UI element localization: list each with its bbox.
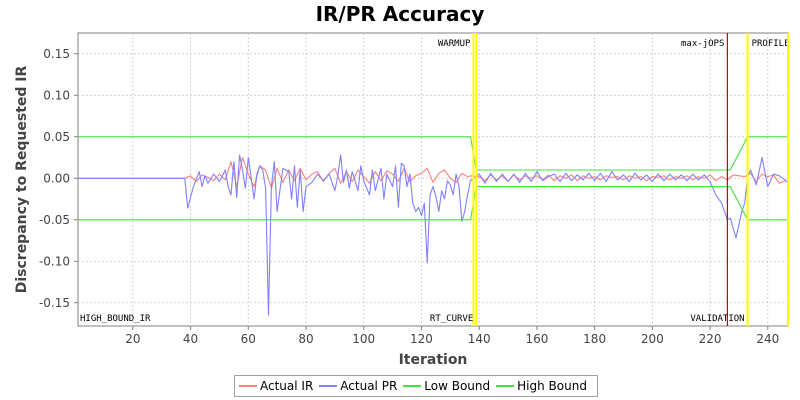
legend-swatch-high-bound: [496, 385, 515, 387]
legend: Actual IR Actual PR Low Bound High Bound: [234, 375, 598, 397]
legend-label-high-bound: High Bound: [517, 379, 587, 393]
y-tick-label: -0.05: [39, 213, 70, 227]
x-tick-label: 180: [583, 332, 606, 346]
legend-swatch-actual-ir: [239, 385, 257, 387]
y-tick-label: 0.10: [43, 88, 70, 102]
x-tick-label: 100: [352, 332, 375, 346]
y-tick-label: 0.15: [43, 47, 70, 61]
legend-item-actual-pr: Actual PR: [319, 379, 397, 393]
y-tick-label: 0.00: [43, 171, 70, 185]
x-tick-label: 120: [410, 332, 433, 346]
marker-label: WARMUP: [438, 39, 471, 49]
x-tick-label: 160: [525, 332, 548, 346]
legend-swatch-low-bound: [403, 385, 422, 387]
legend-item-high-bound: High Bound: [496, 379, 587, 393]
x-axis-label: Iteration: [399, 352, 468, 368]
marker-label: RT_CURVE: [430, 314, 473, 324]
x-tick-label: 200: [641, 332, 664, 346]
series-actual-ir: [78, 156, 789, 189]
x-tick-label: 140: [468, 332, 491, 346]
legend-label-actual-ir: Actual IR: [260, 379, 314, 393]
corner-label: HIGH_BOUND_IR: [80, 314, 151, 324]
chart-title: IR/PR Accuracy: [315, 2, 485, 26]
y-axis-label: Discrepancy to Requested IR: [14, 66, 30, 294]
legend-item-low-bound: Low Bound: [403, 379, 490, 393]
x-tick-label: 220: [699, 332, 722, 346]
series-actual-pr: [78, 154, 789, 316]
marker-label: max-jOPS: [681, 39, 724, 49]
marker-label: VALIDATION: [690, 314, 744, 324]
x-tick-label: 40: [183, 332, 198, 346]
legend-label-low-bound: Low Bound: [424, 379, 491, 393]
legend-label-actual-pr: Actual PR: [340, 379, 398, 393]
legend-item-actual-ir: Actual IR: [239, 379, 313, 393]
x-tick-label: 240: [756, 332, 779, 346]
x-tick-label: 60: [241, 332, 256, 346]
marker-label: PROFILE: [752, 39, 790, 49]
x-tick-label: 80: [298, 332, 313, 346]
y-tick-label: -0.10: [39, 254, 70, 268]
legend-swatch-actual-pr: [319, 385, 338, 387]
y-tick-label: -0.15: [39, 296, 70, 310]
x-tick-label: 20: [125, 332, 140, 346]
y-tick-label: 0.05: [43, 130, 70, 144]
